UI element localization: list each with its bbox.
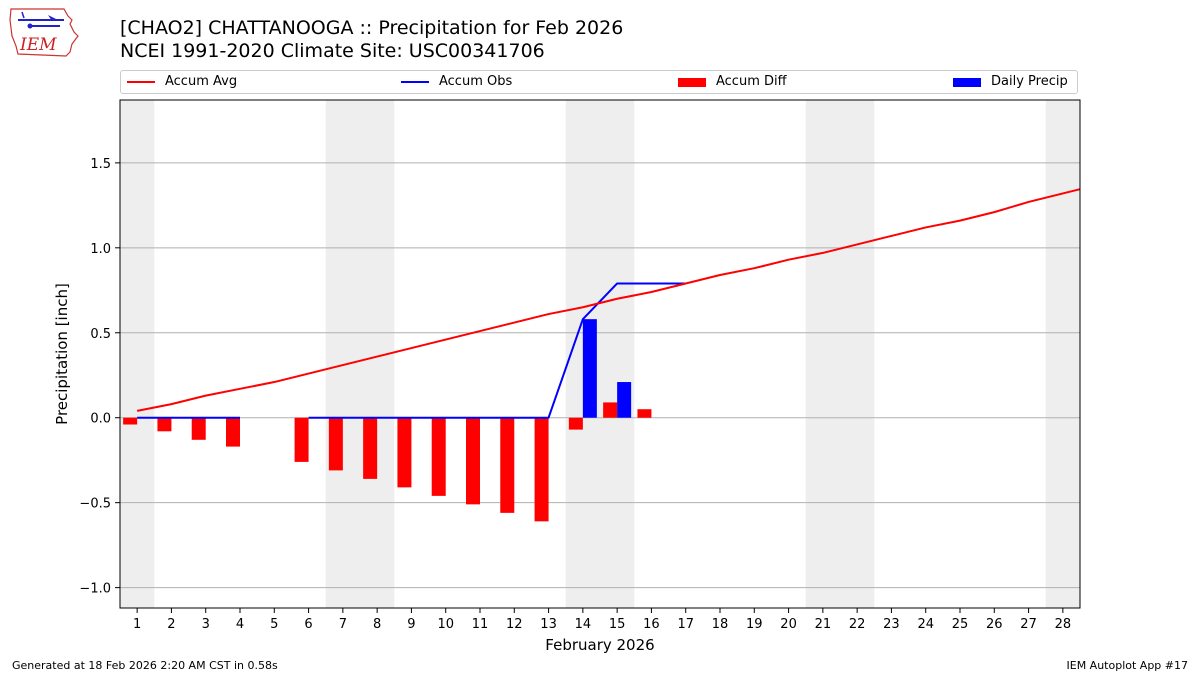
daily-precip-bar: [617, 382, 632, 418]
y-tick-label: −1.0: [79, 582, 111, 597]
chart-title: [CHAO2] CHATTANOOGA :: Precipitation for…: [120, 17, 624, 39]
x-tick-label: 10: [437, 617, 454, 632]
x-tick-label: 9: [407, 617, 415, 632]
legend-item-accum-avg: Accum Avg: [127, 74, 237, 90]
legend-label-daily-precip: Daily Precip: [991, 74, 1068, 89]
legend-swatch-accum-obs: [401, 81, 429, 83]
accum-diff-bar: [431, 417, 446, 496]
x-tick-label: 24: [917, 617, 934, 632]
x-tick-label: 6: [304, 617, 312, 632]
chart-legend: Accum Avg Accum Obs Accum Diff Daily Pre…: [120, 70, 1078, 94]
accum-diff-bar: [500, 417, 515, 513]
legend-swatch-accum-diff: [678, 77, 706, 87]
y-tick-label: 0.0: [90, 412, 111, 427]
weekend-band: [565, 100, 635, 608]
x-tick-label: 12: [506, 617, 523, 632]
weekend-band: [325, 100, 395, 608]
legend-swatch-daily-precip: [953, 77, 981, 87]
accum-diff-bar: [568, 417, 583, 430]
x-tick-label: 25: [952, 617, 969, 632]
accum-diff-bar: [157, 417, 172, 432]
daily-precip-bar: [582, 319, 597, 418]
accum-diff-bar: [603, 402, 618, 418]
x-tick-label: 2: [167, 617, 175, 632]
x-tick-label: 18: [712, 617, 729, 632]
y-tick-label: 0.5: [90, 327, 111, 342]
x-tick-label: 15: [609, 617, 626, 632]
accum-diff-bar: [328, 417, 343, 471]
x-tick-label: 8: [373, 617, 381, 632]
footer-generated-text: Generated at 18 Feb 2026 2:20 AM CST in …: [12, 659, 278, 672]
x-tick-label: 26: [986, 617, 1003, 632]
x-tick-label: 16: [643, 617, 660, 632]
logo-text: IEM: [19, 35, 57, 55]
accum-diff-bar: [363, 417, 378, 479]
x-tick-label: 21: [815, 617, 832, 632]
accum-diff-bar: [534, 417, 549, 522]
accum-diff-bar: [123, 417, 138, 425]
accum-diff-bar: [466, 417, 480, 505]
y-tick-label: 1.5: [90, 157, 111, 172]
x-tick-label: 14: [575, 617, 592, 632]
y-axis-label: Precipitation [inch]: [53, 283, 71, 425]
x-tick-label: 28: [1055, 617, 1072, 632]
y-tick-label: 1.0: [90, 242, 111, 257]
x-tick-label: 7: [339, 617, 347, 632]
x-tick-label: 1: [133, 617, 141, 632]
x-tick-label: 27: [1020, 617, 1037, 632]
weekend-band: [1045, 100, 1080, 608]
weekend-band: [120, 100, 155, 608]
x-tick-label: 22: [849, 617, 866, 632]
legend-label-accum-diff: Accum Diff: [716, 74, 787, 89]
x-tick-label: 23: [883, 617, 900, 632]
accum-avg-line: [136, 188, 1081, 412]
x-tick-label: 5: [270, 617, 278, 632]
accum-diff-bar: [637, 409, 652, 418]
x-tick-label: 17: [677, 617, 694, 632]
accum-diff-bar: [294, 417, 309, 462]
x-tick-label: 19: [746, 617, 763, 632]
x-tick-label: 3: [202, 617, 210, 632]
iem-logo: IEM: [8, 6, 80, 60]
legend-swatch-accum-avg: [127, 81, 155, 83]
x-tick-label: 11: [472, 617, 489, 632]
legend-item-daily-precip: Daily Precip: [953, 74, 1068, 90]
y-tick-label: −0.5: [79, 497, 111, 512]
x-tick-label: 20: [780, 617, 797, 632]
legend-label-accum-obs: Accum Obs: [439, 74, 513, 89]
plot-frame: [119, 99, 1081, 609]
accum-diff-bar: [191, 417, 206, 440]
x-axis-label: February 2026: [545, 636, 654, 654]
legend-item-accum-diff: Accum Diff: [678, 74, 787, 90]
chart-subtitle: NCEI 1991-2020 Climate Site: USC00341706: [120, 40, 545, 62]
legend-item-accum-obs: Accum Obs: [401, 74, 512, 90]
accum-diff-bar: [226, 417, 240, 447]
footer-app-text: IEM Autoplot App #17: [1066, 659, 1189, 672]
weekend-band: [805, 100, 875, 608]
x-tick-label: 4: [236, 617, 244, 632]
legend-label-accum-avg: Accum Avg: [165, 74, 238, 89]
x-tick-label: 13: [540, 617, 557, 632]
accum-obs-line: [308, 282, 686, 419]
accum-diff-bar: [397, 417, 412, 488]
